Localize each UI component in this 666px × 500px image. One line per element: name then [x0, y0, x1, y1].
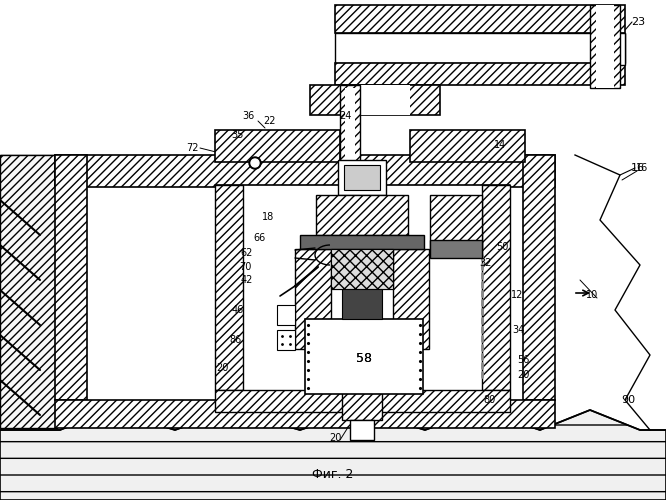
Bar	[55, 155, 87, 400]
Bar	[430, 240, 482, 258]
Bar	[305, 319, 423, 394]
Circle shape	[251, 159, 259, 167]
Bar	[393, 249, 429, 349]
Text: 22: 22	[264, 116, 276, 126]
Bar	[55, 155, 555, 187]
Bar	[596, 5, 614, 88]
Bar	[300, 235, 424, 249]
Text: 86: 86	[229, 335, 241, 345]
Bar	[55, 400, 555, 428]
Text: 58: 58	[356, 352, 372, 364]
Text: 34: 34	[512, 325, 524, 335]
Text: 18: 18	[262, 212, 274, 222]
Text: 16: 16	[631, 163, 645, 173]
Text: 10: 10	[586, 290, 598, 300]
Bar	[215, 130, 340, 162]
Text: 20: 20	[216, 363, 228, 373]
Text: 42: 42	[241, 275, 253, 285]
Bar	[350, 420, 374, 440]
Bar	[215, 185, 243, 390]
Text: 23: 23	[631, 17, 645, 27]
Text: 16: 16	[636, 163, 648, 173]
Text: 66: 66	[254, 233, 266, 243]
Bar	[340, 85, 360, 165]
Bar	[277, 305, 295, 325]
Circle shape	[249, 157, 261, 169]
Bar	[338, 160, 386, 195]
Bar	[600, 33, 625, 65]
Bar	[0, 155, 57, 428]
Bar	[344, 165, 380, 190]
Bar	[345, 88, 355, 162]
Bar	[215, 390, 510, 412]
Text: 70: 70	[239, 262, 251, 272]
Text: 35: 35	[232, 130, 244, 140]
Bar	[243, 185, 482, 390]
Text: 20: 20	[517, 370, 529, 380]
Text: 72: 72	[186, 143, 198, 153]
Bar	[335, 33, 625, 63]
Bar	[331, 249, 393, 289]
Bar	[331, 249, 393, 289]
Bar	[316, 195, 408, 235]
Bar	[310, 85, 440, 115]
Bar	[335, 63, 625, 85]
Bar	[482, 185, 510, 390]
Text: 90: 90	[621, 395, 635, 405]
Bar	[342, 390, 382, 420]
Bar	[342, 289, 382, 319]
Text: 50: 50	[496, 242, 508, 252]
Bar	[340, 85, 410, 115]
Bar	[277, 330, 295, 350]
Bar	[335, 5, 625, 33]
Bar	[410, 130, 525, 162]
Text: 12: 12	[511, 290, 523, 300]
Bar	[0, 155, 55, 400]
Text: 20: 20	[329, 433, 341, 443]
Polygon shape	[0, 410, 666, 500]
Bar	[295, 249, 331, 349]
Text: 46: 46	[232, 305, 244, 315]
Text: 36: 36	[242, 111, 254, 121]
Text: 62: 62	[241, 248, 253, 258]
Text: 58: 58	[356, 352, 372, 364]
Text: 80: 80	[484, 395, 496, 405]
Text: 32: 32	[479, 258, 492, 268]
Bar	[87, 187, 523, 400]
Text: Фиг. 2: Фиг. 2	[312, 468, 354, 481]
Bar	[430, 195, 482, 250]
Bar	[590, 5, 620, 88]
Text: 24: 24	[339, 111, 351, 121]
Bar	[523, 155, 555, 400]
Text: 14: 14	[494, 140, 506, 150]
Text: 56: 56	[517, 355, 529, 365]
